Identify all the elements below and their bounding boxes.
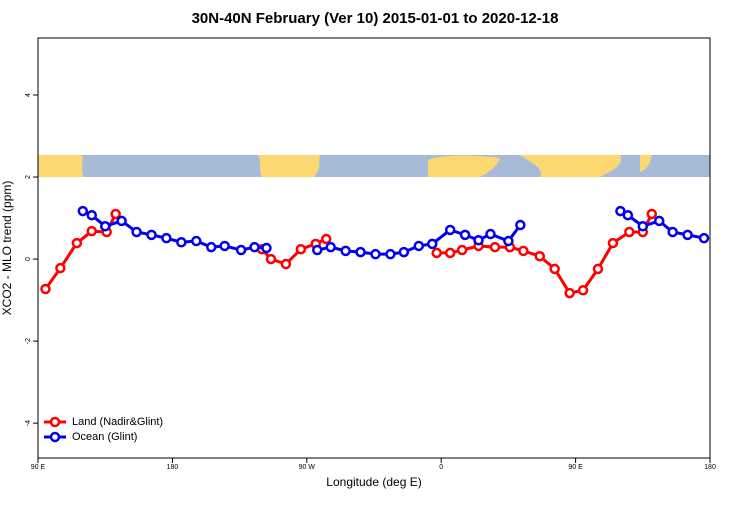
legend-marker bbox=[49, 416, 61, 428]
data-point bbox=[398, 246, 410, 258]
data-point bbox=[325, 241, 336, 253]
data-point bbox=[146, 229, 157, 241]
data-point bbox=[116, 215, 127, 227]
data-point bbox=[534, 250, 546, 262]
data-point bbox=[503, 235, 514, 247]
data-point bbox=[235, 244, 247, 256]
data-point bbox=[355, 246, 366, 258]
data-point bbox=[646, 208, 658, 220]
data-point bbox=[77, 205, 89, 217]
data-point bbox=[549, 263, 560, 275]
data-point bbox=[607, 237, 619, 249]
data-point bbox=[515, 219, 526, 231]
data-point bbox=[86, 225, 98, 237]
data-point bbox=[518, 245, 529, 257]
data-point bbox=[110, 208, 121, 220]
x-tick-label: 90 E bbox=[31, 464, 46, 471]
data-point bbox=[622, 209, 634, 221]
data-point bbox=[615, 205, 626, 217]
data-point bbox=[485, 228, 496, 240]
y-axis-label: XCO2 - MLO trend (ppm) bbox=[0, 181, 14, 316]
data-point bbox=[219, 240, 230, 252]
data-point bbox=[413, 240, 425, 252]
data-point bbox=[489, 241, 501, 253]
data-point bbox=[205, 241, 217, 253]
x-tick-label: 0 bbox=[439, 464, 443, 471]
data-point bbox=[71, 237, 83, 249]
data-point bbox=[40, 283, 51, 295]
legend-label: Land (Nadir&Glint) bbox=[72, 416, 163, 428]
data-point bbox=[295, 243, 307, 255]
data-point bbox=[320, 233, 332, 245]
data-point bbox=[698, 232, 710, 244]
x-axis-label: Longitude (deg E) bbox=[326, 475, 421, 489]
data-point bbox=[280, 258, 292, 270]
data-point bbox=[564, 287, 575, 299]
data-point bbox=[653, 215, 665, 227]
data-point bbox=[624, 226, 635, 238]
data-point bbox=[161, 232, 172, 244]
data-point bbox=[191, 235, 202, 247]
data-point bbox=[459, 229, 471, 241]
data-point bbox=[577, 284, 589, 296]
data-point bbox=[131, 226, 142, 238]
data-point bbox=[99, 221, 111, 232]
data-point bbox=[312, 244, 323, 256]
legend-marker bbox=[49, 431, 61, 443]
chart-title: 30N-40N February (Ver 10) 2015-01-01 to … bbox=[192, 10, 559, 27]
y-tick-label: -4 bbox=[25, 420, 32, 426]
data-point bbox=[86, 209, 98, 221]
data-point bbox=[385, 248, 396, 260]
y-tick-label: -2 bbox=[25, 338, 32, 344]
data-point bbox=[456, 244, 468, 256]
data-point bbox=[637, 221, 649, 232]
data-point bbox=[426, 238, 438, 250]
data-point bbox=[431, 247, 442, 259]
y-tick-label: 0 bbox=[25, 257, 32, 261]
data-point bbox=[444, 224, 456, 236]
data-point bbox=[265, 253, 277, 265]
data-point bbox=[176, 237, 187, 248]
data-point bbox=[249, 241, 260, 253]
data-point bbox=[682, 229, 693, 241]
x-tick-label: 90 E bbox=[568, 464, 583, 471]
legend-label: Ocean (Glint) bbox=[72, 431, 137, 443]
data-point bbox=[261, 242, 272, 254]
y-tick-label: 2 bbox=[25, 175, 32, 179]
data-point bbox=[473, 234, 484, 246]
plot-frame bbox=[37, 37, 711, 459]
data-point bbox=[340, 245, 351, 257]
data-point bbox=[370, 248, 381, 260]
data-point bbox=[592, 263, 604, 275]
x-tick-label: 180 bbox=[704, 464, 716, 471]
x-tick-label: 90 W bbox=[299, 464, 316, 471]
data-point bbox=[444, 247, 456, 259]
data-point bbox=[55, 262, 66, 274]
map-strip bbox=[38, 155, 710, 177]
data-point bbox=[667, 226, 678, 238]
x-tick-label: 180 bbox=[167, 464, 179, 471]
y-tick-label: 4 bbox=[25, 93, 32, 97]
